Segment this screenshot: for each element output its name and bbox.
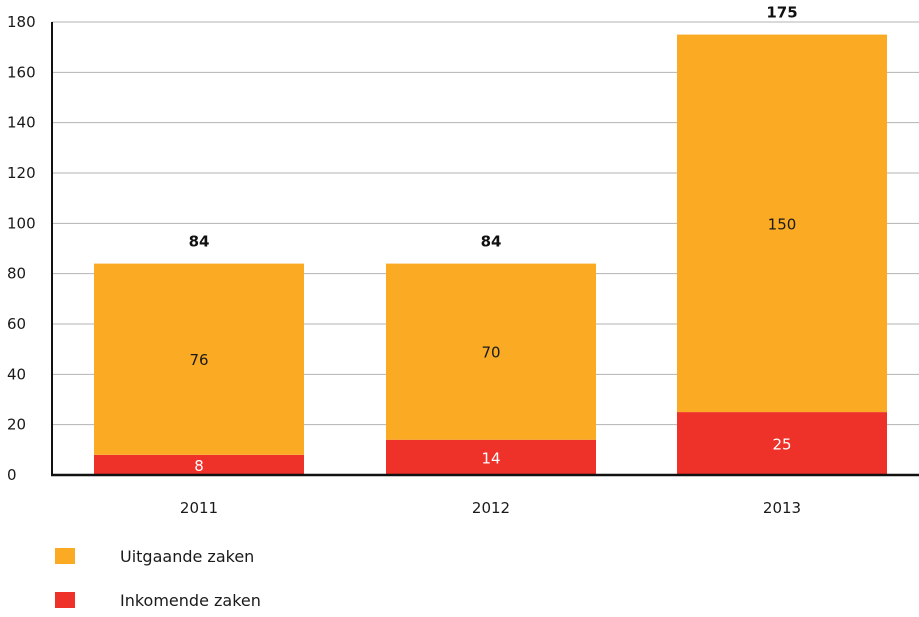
bar-segment	[677, 412, 887, 475]
legend-label: Inkomende zaken	[120, 591, 261, 610]
y-tick-label: 20	[7, 416, 26, 434]
legend-swatch	[55, 592, 75, 608]
bar-total-label: 84	[481, 233, 502, 251]
bar-segment	[94, 263, 304, 455]
bar-segment	[386, 263, 596, 440]
bar-segment-label: 14	[481, 449, 500, 467]
axes	[51, 22, 919, 477]
y-tick-label: 140	[7, 114, 36, 132]
bar-segment	[677, 34, 887, 413]
y-tick-label: 100	[7, 214, 36, 232]
y-tick-label: 40	[7, 365, 26, 383]
bar-segment-label: 150	[768, 215, 797, 233]
y-tick-label: 80	[7, 265, 26, 283]
bar-segment	[386, 439, 596, 475]
bar-segment-label: 8	[194, 457, 204, 475]
bar-total-label: 175	[766, 4, 797, 22]
y-tick-labels: 0 20 40 60 80 100 120 140 160 180	[7, 13, 36, 484]
bar-total-label: 84	[189, 233, 210, 251]
bar-segment-label: 76	[189, 351, 208, 369]
y-tick-label: 60	[7, 315, 26, 333]
x-tick-labels: 2011 2012 2013	[180, 499, 801, 517]
x-tick-label: 2013	[763, 499, 801, 517]
legend-swatch	[55, 548, 75, 564]
bar-segment-label: 70	[481, 344, 500, 362]
legend: Uitgaande zaken Inkomende zaken	[55, 547, 261, 610]
x-tick-label: 2012	[472, 499, 510, 517]
y-tick-label: 120	[7, 164, 36, 182]
legend-label: Uitgaande zaken	[120, 547, 254, 566]
x-tick-label: 2011	[180, 499, 218, 517]
bars: 8 76 84 14 70 84 25 150 175	[94, 4, 887, 475]
y-tick-label: 0	[7, 466, 17, 484]
y-tick-label: 160	[7, 63, 36, 81]
bar-segment-label: 25	[772, 436, 791, 454]
bar-segment	[94, 454, 304, 475]
y-tick-label: 180	[7, 13, 36, 31]
